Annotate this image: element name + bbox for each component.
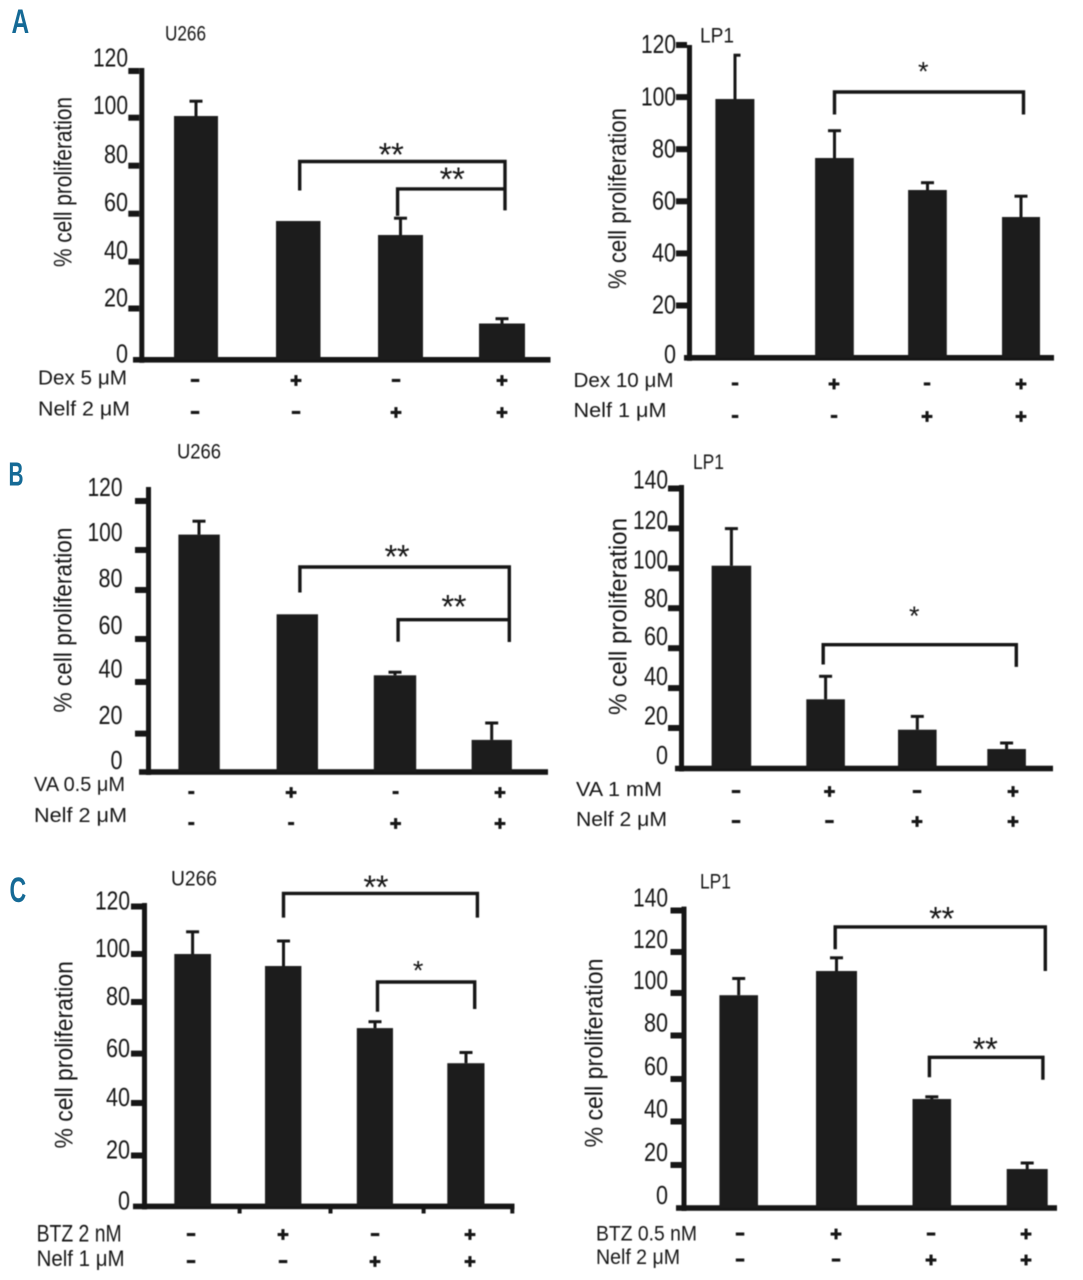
svg-text:% cell proliferation: % cell proliferation xyxy=(50,528,78,713)
svg-text:% cell proliferation: % cell proliferation xyxy=(605,518,633,715)
svg-text:100: 100 xyxy=(88,517,123,547)
svg-text:% cell proliferation: % cell proliferation xyxy=(581,959,609,1148)
svg-text:0: 0 xyxy=(656,1180,668,1210)
svg-text:40: 40 xyxy=(644,661,668,691)
svg-text:80: 80 xyxy=(99,563,123,593)
svg-text:Dex 5 μM: Dex 5 μM xyxy=(38,367,127,389)
svg-text:*: * xyxy=(909,601,920,631)
svg-text:0: 0 xyxy=(116,339,128,369)
svg-text:100: 100 xyxy=(633,965,668,995)
svg-text:Nelf 2 μM: Nelf 2 μM xyxy=(38,398,130,420)
svg-text:60: 60 xyxy=(652,186,676,216)
svg-text:20: 20 xyxy=(644,1137,668,1167)
svg-text:120: 120 xyxy=(641,29,676,59)
svg-text:LP1: LP1 xyxy=(700,25,734,48)
svg-text:80: 80 xyxy=(106,981,130,1011)
svg-text:Nelf 2 μM: Nelf 2 μM xyxy=(596,1246,680,1269)
svg-text:U266: U266 xyxy=(177,441,221,464)
svg-text:120: 120 xyxy=(633,924,668,954)
svg-text:80: 80 xyxy=(644,583,668,613)
svg-text:20: 20 xyxy=(106,1135,130,1165)
svg-text:C: C xyxy=(10,871,27,910)
svg-text:40: 40 xyxy=(644,1094,668,1124)
svg-text:Nelf 1 μM: Nelf 1 μM xyxy=(37,1246,125,1271)
svg-text:100: 100 xyxy=(95,933,130,963)
svg-text:U266: U266 xyxy=(165,23,206,46)
svg-text:VA 0.5 μM: VA 0.5 μM xyxy=(34,774,125,796)
svg-text:U266: U266 xyxy=(171,868,217,891)
svg-text:**: ** xyxy=(929,900,954,937)
svg-text:60: 60 xyxy=(106,1033,130,1063)
svg-text:40: 40 xyxy=(99,654,123,684)
svg-text:120: 120 xyxy=(93,43,128,73)
svg-text:140: 140 xyxy=(633,465,668,495)
svg-text:0: 0 xyxy=(664,339,676,369)
svg-text:**: ** xyxy=(379,136,404,173)
svg-text:**: ** xyxy=(363,869,388,906)
svg-text:20: 20 xyxy=(104,283,128,313)
svg-text:LP1: LP1 xyxy=(693,451,724,474)
svg-text:**: ** xyxy=(384,538,409,575)
svg-text:A: A xyxy=(12,3,30,41)
svg-text:20: 20 xyxy=(652,290,676,320)
svg-text:80: 80 xyxy=(104,139,128,169)
svg-text:% cell proliferation: % cell proliferation xyxy=(50,97,78,267)
svg-text:BTZ 2 nM: BTZ 2 nM xyxy=(37,1221,122,1248)
svg-text:0: 0 xyxy=(656,740,668,770)
svg-text:Nelf 2 μM: Nelf 2 μM xyxy=(576,809,667,831)
svg-text:**: ** xyxy=(441,588,466,625)
svg-text:60: 60 xyxy=(644,621,668,651)
svg-text:Dex 10 μM: Dex 10 μM xyxy=(574,370,674,392)
svg-text:80: 80 xyxy=(644,1008,668,1038)
svg-text:LP1: LP1 xyxy=(700,871,731,894)
svg-text:% cell proliferation: % cell proliferation xyxy=(604,108,632,289)
svg-text:140: 140 xyxy=(633,883,668,913)
svg-text:120: 120 xyxy=(633,505,668,535)
svg-text:20: 20 xyxy=(99,700,123,730)
svg-text:% cell proliferation: % cell proliferation xyxy=(51,961,79,1149)
svg-text:40: 40 xyxy=(652,238,676,268)
svg-text:120: 120 xyxy=(95,886,130,916)
svg-text:*: * xyxy=(413,955,424,985)
svg-text:0: 0 xyxy=(111,745,123,775)
svg-text:60: 60 xyxy=(644,1051,668,1081)
svg-text:100: 100 xyxy=(641,81,676,111)
svg-text:**: ** xyxy=(440,161,465,198)
svg-text:VA 1 mM: VA 1 mM xyxy=(576,779,662,801)
svg-text:40: 40 xyxy=(104,235,128,265)
svg-text:120: 120 xyxy=(88,472,123,502)
svg-text:**: ** xyxy=(973,1031,998,1068)
svg-text:60: 60 xyxy=(104,187,128,217)
svg-text:60: 60 xyxy=(99,610,123,640)
svg-text:100: 100 xyxy=(633,545,668,575)
svg-text:B: B xyxy=(9,456,24,493)
svg-text:BTZ 0.5 nM: BTZ 0.5 nM xyxy=(596,1223,697,1246)
svg-text:100: 100 xyxy=(93,90,128,120)
svg-text:*: * xyxy=(918,57,929,87)
svg-text:80: 80 xyxy=(652,133,676,163)
svg-text:20: 20 xyxy=(644,701,668,731)
svg-text:0: 0 xyxy=(118,1186,130,1216)
svg-text:Nelf 2 μM: Nelf 2 μM xyxy=(34,805,127,827)
svg-text:Nelf 1 μM: Nelf 1 μM xyxy=(574,400,667,422)
svg-text:40: 40 xyxy=(106,1082,130,1112)
